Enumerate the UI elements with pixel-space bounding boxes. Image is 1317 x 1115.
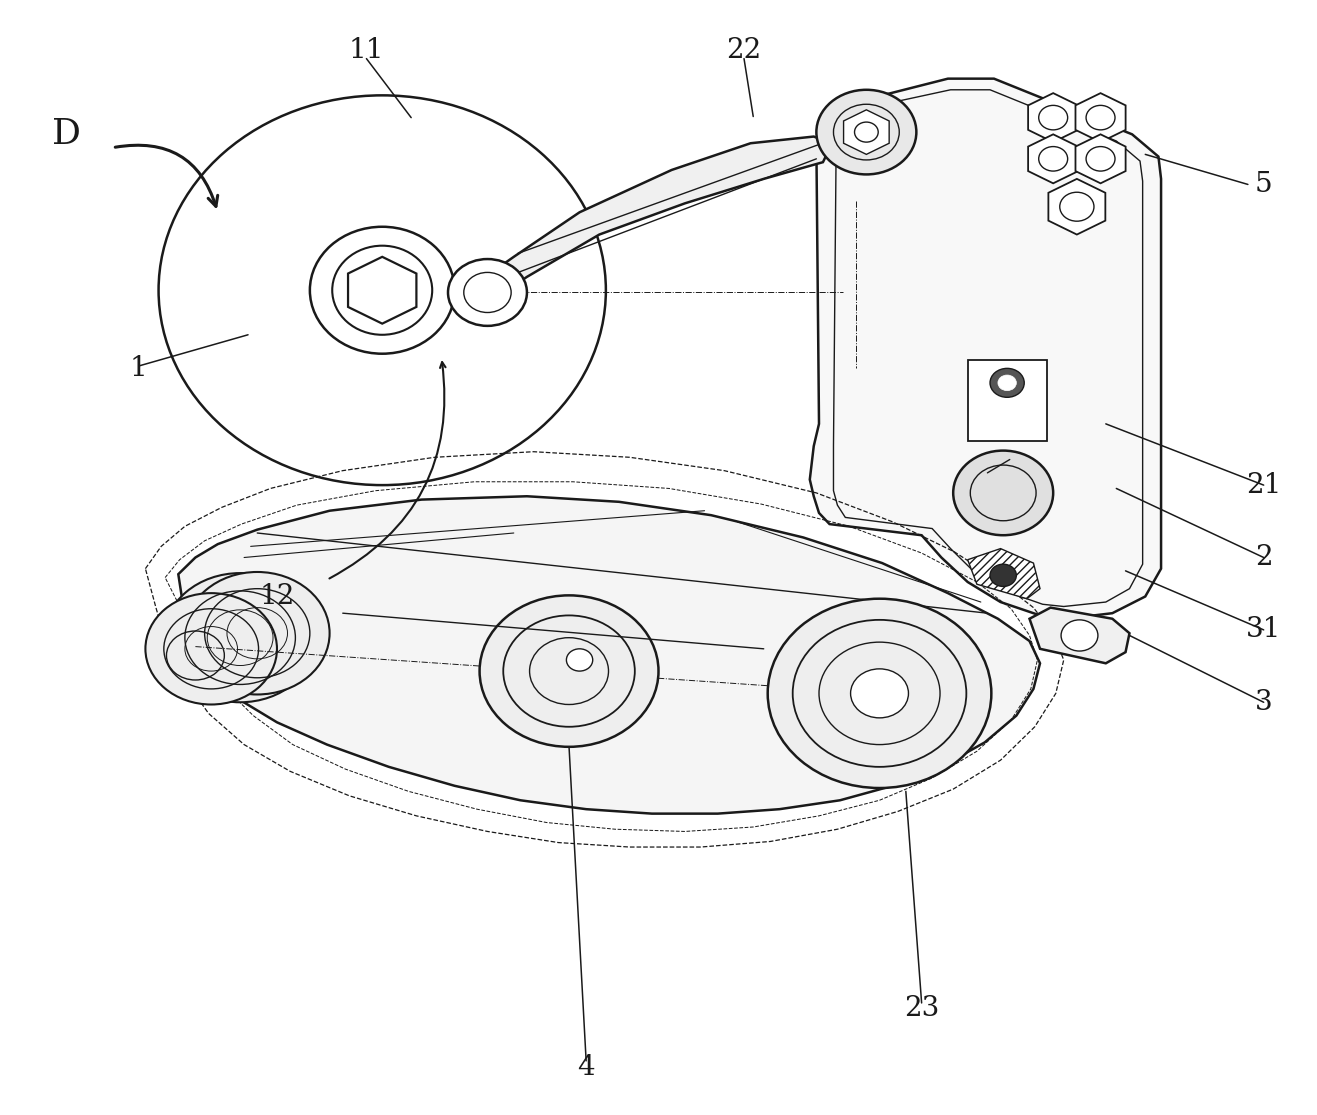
Polygon shape — [1048, 178, 1105, 234]
Circle shape — [184, 572, 329, 695]
Circle shape — [479, 595, 658, 747]
Polygon shape — [810, 79, 1162, 619]
Text: 21: 21 — [1246, 472, 1281, 498]
Circle shape — [954, 450, 1054, 535]
Polygon shape — [844, 110, 889, 154]
Polygon shape — [1029, 134, 1079, 183]
Text: 12: 12 — [259, 583, 295, 610]
Circle shape — [990, 368, 1025, 397]
Text: D: D — [51, 117, 80, 152]
Circle shape — [817, 90, 917, 174]
Text: 1: 1 — [130, 355, 148, 381]
Polygon shape — [1030, 608, 1130, 663]
Circle shape — [1062, 620, 1098, 651]
Text: 31: 31 — [1246, 617, 1281, 643]
Polygon shape — [178, 496, 1040, 814]
Text: 3: 3 — [1255, 689, 1272, 716]
Polygon shape — [1076, 94, 1126, 142]
Text: 11: 11 — [349, 37, 385, 65]
Text: 2: 2 — [1255, 544, 1272, 571]
Circle shape — [768, 599, 992, 788]
Text: 22: 22 — [727, 37, 761, 65]
Polygon shape — [348, 256, 416, 323]
Text: 4: 4 — [577, 1054, 595, 1082]
Circle shape — [163, 573, 316, 702]
Circle shape — [448, 259, 527, 326]
Polygon shape — [1076, 134, 1126, 183]
Circle shape — [145, 593, 277, 705]
Circle shape — [851, 669, 909, 718]
Bar — [968, 360, 1047, 440]
Polygon shape — [1029, 94, 1079, 142]
Polygon shape — [968, 549, 1040, 599]
Text: 5: 5 — [1255, 171, 1272, 198]
Text: 23: 23 — [903, 995, 939, 1022]
Circle shape — [566, 649, 593, 671]
Polygon shape — [474, 136, 832, 303]
Circle shape — [998, 375, 1017, 390]
Circle shape — [990, 564, 1017, 586]
